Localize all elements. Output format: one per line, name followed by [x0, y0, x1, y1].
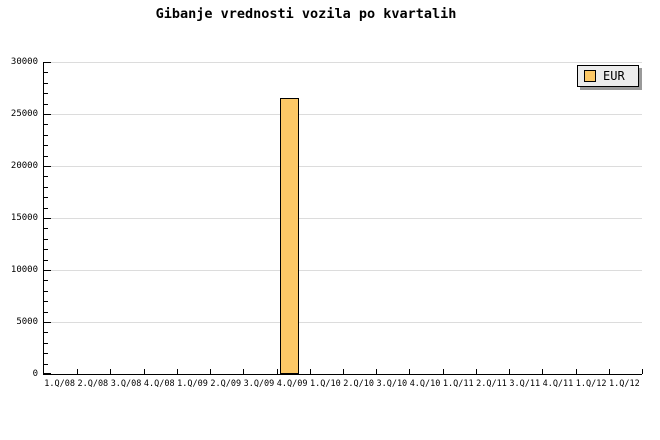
x-tick: [277, 369, 278, 374]
grid-line-30000: [44, 62, 642, 63]
y-minor-tick: [44, 135, 48, 136]
plot-area: [43, 62, 643, 375]
y-axis-label: 0: [32, 369, 38, 379]
y-minor-tick: [44, 93, 48, 94]
x-tick: [509, 369, 510, 374]
x-axis-label: 3.Q/11: [509, 379, 541, 389]
x-axis-label: 3.Q/10: [376, 379, 408, 389]
x-axis-label: 4.Q/11: [542, 379, 574, 389]
y-minor-tick: [44, 332, 48, 333]
y-minor-tick: [44, 280, 48, 281]
x-axis-label: 3.Q/09: [243, 379, 275, 389]
x-axis-label: 4.Q/09: [276, 379, 308, 389]
x-tick: [110, 369, 111, 374]
y-major-tick: [44, 322, 51, 323]
legend-box: EUR: [577, 65, 639, 87]
x-tick: [542, 369, 543, 374]
y-minor-tick: [44, 197, 48, 198]
y-minor-tick: [44, 343, 48, 344]
grid-line-5000: [44, 322, 642, 323]
chart-title: Gibanje vrednosti vozila po kvartalih: [155, 6, 457, 22]
y-axis-label: 25000: [10, 109, 38, 119]
y-minor-tick: [44, 364, 48, 365]
x-tick: [210, 369, 211, 374]
x-axis-label: 1.Q/12: [609, 379, 640, 389]
legend-label-eur: EUR: [603, 69, 625, 83]
grid-line-10000: [44, 270, 642, 271]
x-axis-label: 4.Q/08: [143, 379, 175, 389]
grid-line-20000: [44, 166, 642, 167]
x-tick: [243, 369, 244, 374]
x-axis-label: 1.Q/11: [442, 379, 474, 389]
y-minor-tick: [44, 353, 48, 354]
x-tick: [476, 369, 477, 374]
y-minor-tick: [44, 72, 48, 73]
y-minor-tick: [44, 228, 48, 229]
y-major-tick: [44, 218, 51, 219]
x-axis-label: 4.Q/10: [409, 379, 441, 389]
y-minor-tick: [44, 176, 48, 177]
x-tick: [343, 369, 344, 374]
x-axis-label: 1.Q/09: [177, 379, 208, 389]
x-axis-label: 1.Q/12: [575, 379, 607, 389]
y-axis-label: 15000: [10, 213, 38, 223]
x-tick: [642, 369, 643, 374]
y-major-tick: [44, 373, 51, 374]
x-tick: [144, 369, 145, 374]
x-tick: [376, 369, 377, 374]
x-tick: [443, 369, 444, 374]
y-minor-tick: [44, 301, 48, 302]
x-tick: [576, 369, 577, 374]
x-tick: [409, 369, 410, 374]
y-minor-tick: [44, 312, 48, 313]
y-major-tick: [44, 114, 51, 115]
x-axis-label: 2.Q/08: [77, 379, 109, 389]
y-minor-tick: [44, 291, 48, 292]
x-tick: [609, 369, 610, 374]
x-axis-label: 1.Q/08: [44, 379, 75, 389]
x-axis-label: 2.Q/09: [210, 379, 242, 389]
grid-line-15000: [44, 218, 642, 219]
y-axis-label: 20000: [10, 161, 38, 171]
x-axis-label: 1.Q/10: [310, 379, 341, 389]
x-tick: [77, 369, 78, 374]
y-minor-tick: [44, 208, 48, 209]
y-minor-tick: [44, 124, 48, 125]
y-axis-label: 10000: [10, 265, 38, 275]
y-minor-tick: [44, 249, 48, 250]
y-minor-tick: [44, 104, 48, 105]
grid-line-25000: [44, 114, 642, 115]
y-minor-tick: [44, 156, 48, 157]
y-minor-tick: [44, 83, 48, 84]
y-minor-tick: [44, 145, 48, 146]
legend-swatch-eur: [584, 70, 596, 82]
x-axis-label: 2.Q/11: [476, 379, 507, 389]
y-axis-label: 30000: [10, 57, 38, 67]
y-minor-tick: [44, 187, 48, 188]
y-major-tick: [44, 270, 51, 271]
y-minor-tick: [44, 260, 48, 261]
y-minor-tick: [44, 239, 48, 240]
y-axis-label: 5000: [16, 317, 38, 327]
y-major-tick: [44, 62, 51, 63]
y-major-tick: [44, 166, 51, 167]
x-axis-label: 3.Q/08: [110, 379, 142, 389]
x-tick: [177, 369, 178, 374]
x-tick: [310, 369, 311, 374]
bar-4.Q/09: [280, 98, 299, 374]
x-axis-label: 2.Q/10: [343, 379, 374, 389]
